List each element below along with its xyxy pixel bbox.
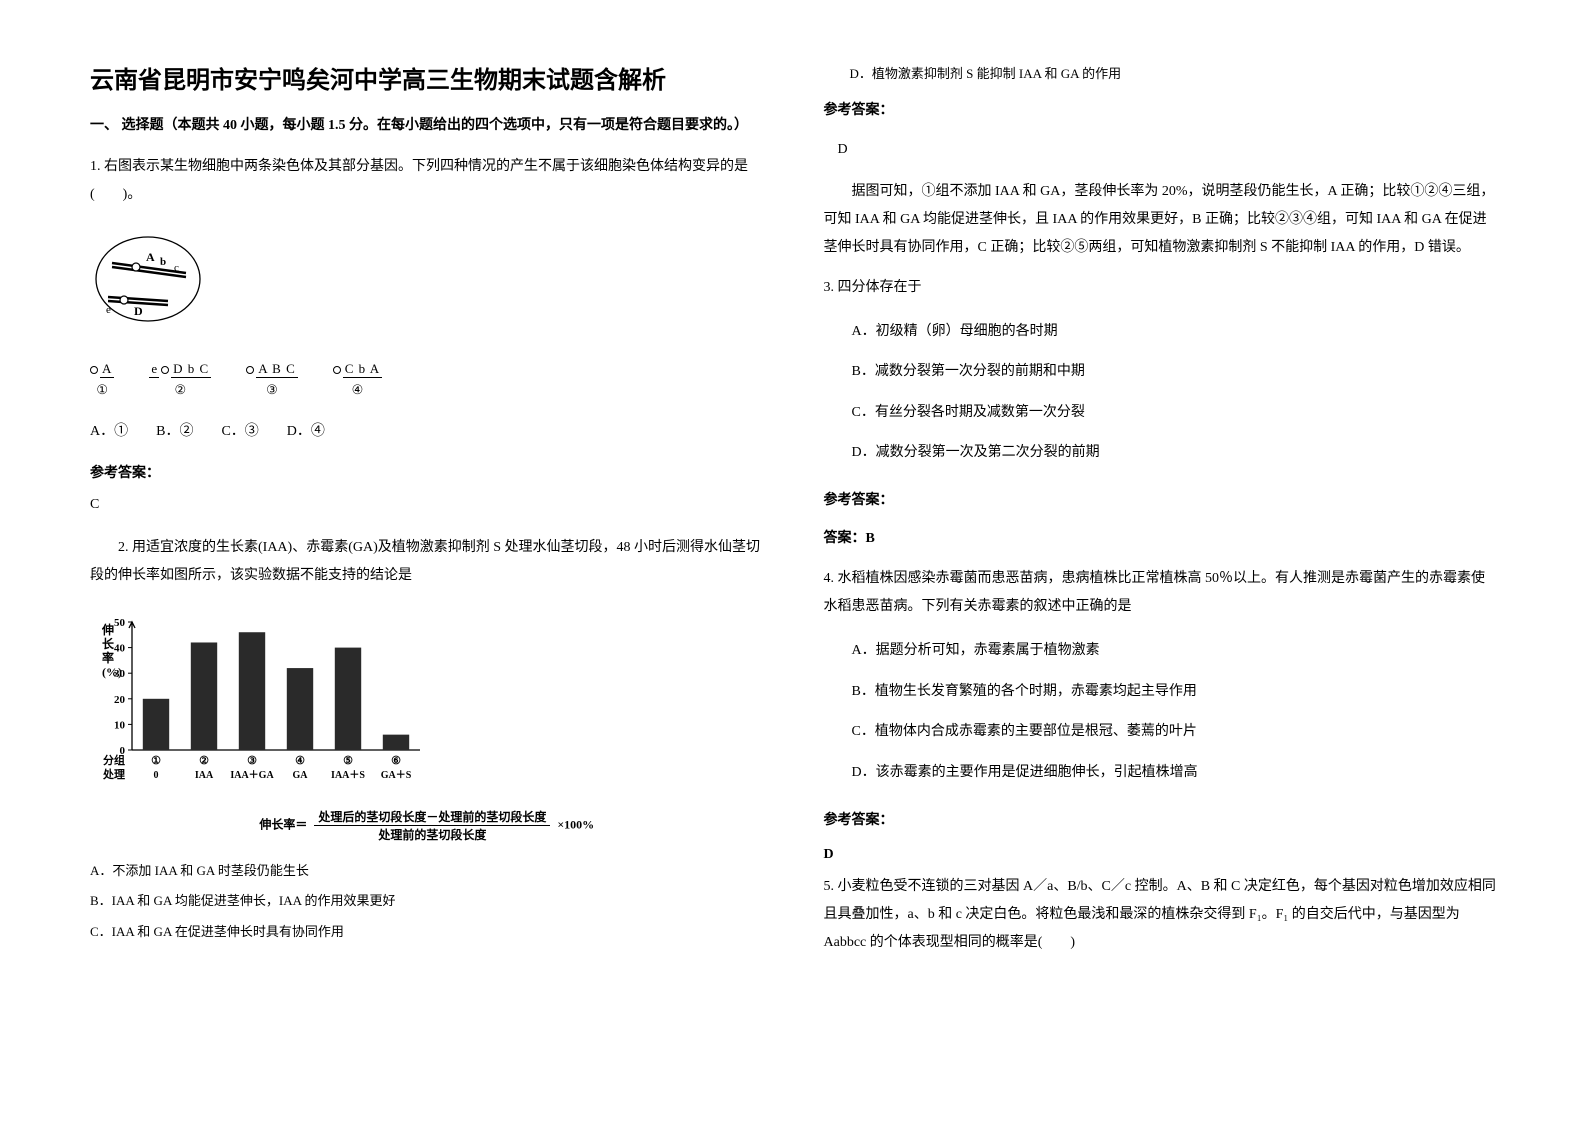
right-column: D．植物激素抑制剂 S 能抑制 IAA 和 GA 的作用 参考答案： D 据图可…	[824, 60, 1498, 1062]
q2-option-d: D．植物激素抑制剂 S 能抑制 IAA 和 GA 的作用	[850, 60, 1498, 91]
chromo-option-3: A B C ③	[246, 361, 298, 398]
svg-text:c: c	[174, 262, 179, 274]
q3-text: 3. 四分体存在于	[824, 274, 1498, 302]
q3-option-d: D．减数分裂第一次及第二次分裂的前期	[852, 435, 1498, 471]
q1-text: 1. 右图表示某生物细胞中两条染色体及其部分基因。下列四种情况的产生不属于该细胞…	[90, 153, 764, 209]
svg-text:⑥: ⑥	[391, 755, 401, 767]
svg-text:50: 50	[114, 617, 126, 629]
svg-text:④: ④	[295, 755, 305, 767]
svg-text:③: ③	[247, 755, 257, 767]
q4-options: A．据题分析可知，赤霉素属于植物激素 B．植物生长发育繁殖的各个时期，赤霉素均起…	[852, 633, 1498, 795]
q1-chromo-options: A ① eD b C ② A B C ③ C b A ④	[90, 361, 764, 398]
q4-answer: D	[824, 847, 1498, 863]
q3-answer-label: 参考答案：	[824, 489, 1498, 509]
q3-option-a: A．初级精（卵）母细胞的各时期	[852, 314, 1498, 350]
svg-text:②: ②	[199, 755, 209, 767]
svg-text:⑤: ⑤	[343, 755, 353, 767]
q4-option-a: A．据题分析可知，赤霉素属于植物激素	[852, 633, 1498, 669]
q2-answer: D	[838, 137, 1498, 162]
chromo-option-2: eD b C ②	[149, 361, 211, 398]
q5-text: 5. 小麦粒色受不连锁的三对基因 A／a、B/b、C／c 控制。A、B 和 C …	[824, 873, 1498, 957]
svg-text:GA: GA	[293, 770, 309, 781]
svg-text:率: 率	[102, 650, 114, 665]
svg-text:GA＋S: GA＋S	[381, 769, 412, 781]
svg-text:分组: 分组	[103, 753, 125, 767]
q3-option-c: C．有丝分裂各时期及减数第一次分裂	[852, 395, 1498, 431]
svg-text:D: D	[134, 304, 143, 318]
svg-text:(%): (%)	[102, 665, 122, 679]
centromere-icon	[161, 366, 169, 374]
q4-option-d: D．该赤霉素的主要作用是促进细胞伸长，引起植株增高	[852, 755, 1498, 791]
q4-answer-label: 参考答案：	[824, 809, 1498, 829]
svg-text:IAA＋S: IAA＋S	[331, 769, 365, 781]
q3-answer: 答案：B	[824, 527, 1498, 547]
q2-options-left: A．不添加 IAA 和 GA 时茎段仍能生长 B．IAA 和 GA 均能促进茎伸…	[90, 857, 764, 949]
q2-bar-chart: 01020304050伸长率(%)①0②IAA③IAA＋GA④GA⑤IAA＋S⑥…	[90, 612, 430, 792]
q1-cell-diagram: A b c e D	[90, 231, 210, 331]
q1-answer-label: 参考答案：	[90, 462, 764, 482]
section-header: 一、 选择题（本题共 40 小题，每小题 1.5 分。在每小题给出的四个选项中，…	[90, 115, 764, 137]
centromere-icon	[90, 366, 98, 374]
svg-text:伸: 伸	[101, 622, 114, 637]
svg-text:e: e	[106, 304, 111, 316]
svg-text:0: 0	[154, 770, 159, 781]
q2-option-c: C．IAA 和 GA 在促进茎伸长时具有协同作用	[90, 918, 764, 947]
centromere-icon	[246, 366, 254, 374]
q2-explanation: 据图可知，①组不添加 IAA 和 GA，茎段伸长率为 20%，说明茎段仍能生长，…	[824, 178, 1498, 262]
svg-text:A: A	[146, 250, 155, 264]
left-column: 云南省昆明市安宁鸣矣河中学高三生物期末试题含解析 一、 选择题（本题共 40 小…	[90, 60, 764, 1062]
q3-option-b: B．减数分裂第一次分裂的前期和中期	[852, 354, 1498, 390]
q1-options: A．① B．② C．③ D．④	[90, 418, 764, 446]
svg-text:处理: 处理	[102, 767, 125, 781]
q2-answer-label: 参考答案：	[824, 99, 1498, 119]
chromo-option-1: A ①	[90, 361, 114, 398]
q2-text: 2. 用适宜浓度的生长素(IAA)、赤霉素(GA)及植物激素抑制剂 S 处理水仙…	[90, 534, 764, 590]
svg-text:10: 10	[114, 719, 126, 731]
centromere-icon	[333, 366, 341, 374]
q3-options: A．初级精（卵）母细胞的各时期 B．减数分裂第一次分裂的前期和中期 C．有丝分裂…	[852, 314, 1498, 476]
q4-text: 4. 水稻植株因感染赤霉菌而患恶苗病，患病植株比正常植株高 50％以上。有人推测…	[824, 565, 1498, 621]
svg-text:20: 20	[114, 693, 126, 705]
svg-text:IAA＋GA: IAA＋GA	[230, 769, 274, 781]
svg-text:IAA: IAA	[195, 770, 214, 781]
q1-answer: C	[90, 492, 764, 517]
q4-option-c: C．植物体内合成赤霉素的主要部位是根冠、萎蔫的叶片	[852, 714, 1498, 750]
main-title: 云南省昆明市安宁鸣矣河中学高三生物期末试题含解析	[90, 60, 764, 95]
q2-option-a: A．不添加 IAA 和 GA 时茎段仍能生长	[90, 857, 764, 886]
q2-formula: 伸长率＝ 处理后的茎切段长度－处理前的茎切段长度 处理前的茎切段长度 ×100%	[90, 808, 764, 843]
svg-text:b: b	[160, 256, 166, 268]
q2-option-b: B．IAA 和 GA 均能促进茎伸长，IAA 的作用效果更好	[90, 887, 764, 916]
q4-option-b: B．植物生长发育繁殖的各个时期，赤霉素均起主导作用	[852, 674, 1498, 710]
svg-text:长: 长	[102, 636, 115, 651]
svg-text:40: 40	[114, 642, 126, 654]
chromo-option-4: C b A ④	[333, 361, 382, 398]
svg-text:①: ①	[151, 755, 161, 767]
